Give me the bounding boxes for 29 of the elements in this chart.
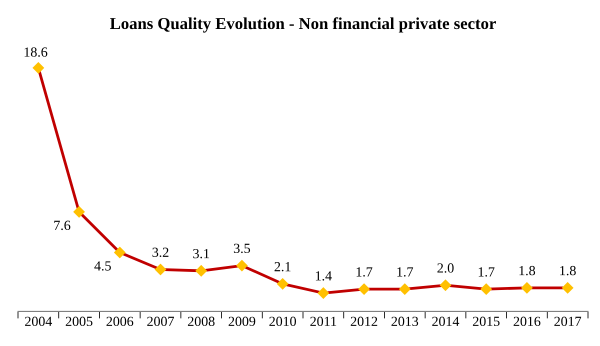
x-tick-label: 2007 <box>147 316 174 326</box>
x-tick-label: 2013 <box>392 316 418 326</box>
chart-title: Loans Quality Evolution - Non financial private sector <box>110 17 496 33</box>
data-label: 4.5 <box>94 261 111 271</box>
data-label: 3.2 <box>152 248 168 258</box>
data-label: 3.1 <box>193 248 210 258</box>
data-label: 18.6 <box>24 47 48 57</box>
x-tick-label: 2014 <box>432 316 460 326</box>
x-tick-label: 2017 <box>554 316 582 326</box>
data-label: 1.4 <box>316 271 332 281</box>
x-tick-label: 2006 <box>106 316 134 326</box>
data-label: 1.8 <box>560 266 576 276</box>
x-tick-label: 2004 <box>25 316 52 326</box>
x-tick-label: 2005 <box>66 316 92 326</box>
x-tick-label: 2016 <box>514 316 540 326</box>
data-label: 1.7 <box>397 267 414 277</box>
x-tick-label: 2010 <box>269 316 296 326</box>
x-tick-label: 2011 <box>310 316 336 326</box>
x-tick-label: 2008 <box>188 316 215 326</box>
data-label: 1.7 <box>356 267 372 277</box>
data-label: 2.1 <box>274 262 290 272</box>
data-label: 1.8 <box>519 266 536 276</box>
x-tick-label: 2012 <box>350 316 378 326</box>
data-label: 3.5 <box>234 244 250 254</box>
data-label: 2.0 <box>437 263 454 273</box>
x-tick-label: 2009 <box>228 316 256 326</box>
data-label: 7.6 <box>54 220 70 230</box>
data-label: 1.7 <box>478 267 494 277</box>
x-tick-label: 2015 <box>472 316 500 326</box>
